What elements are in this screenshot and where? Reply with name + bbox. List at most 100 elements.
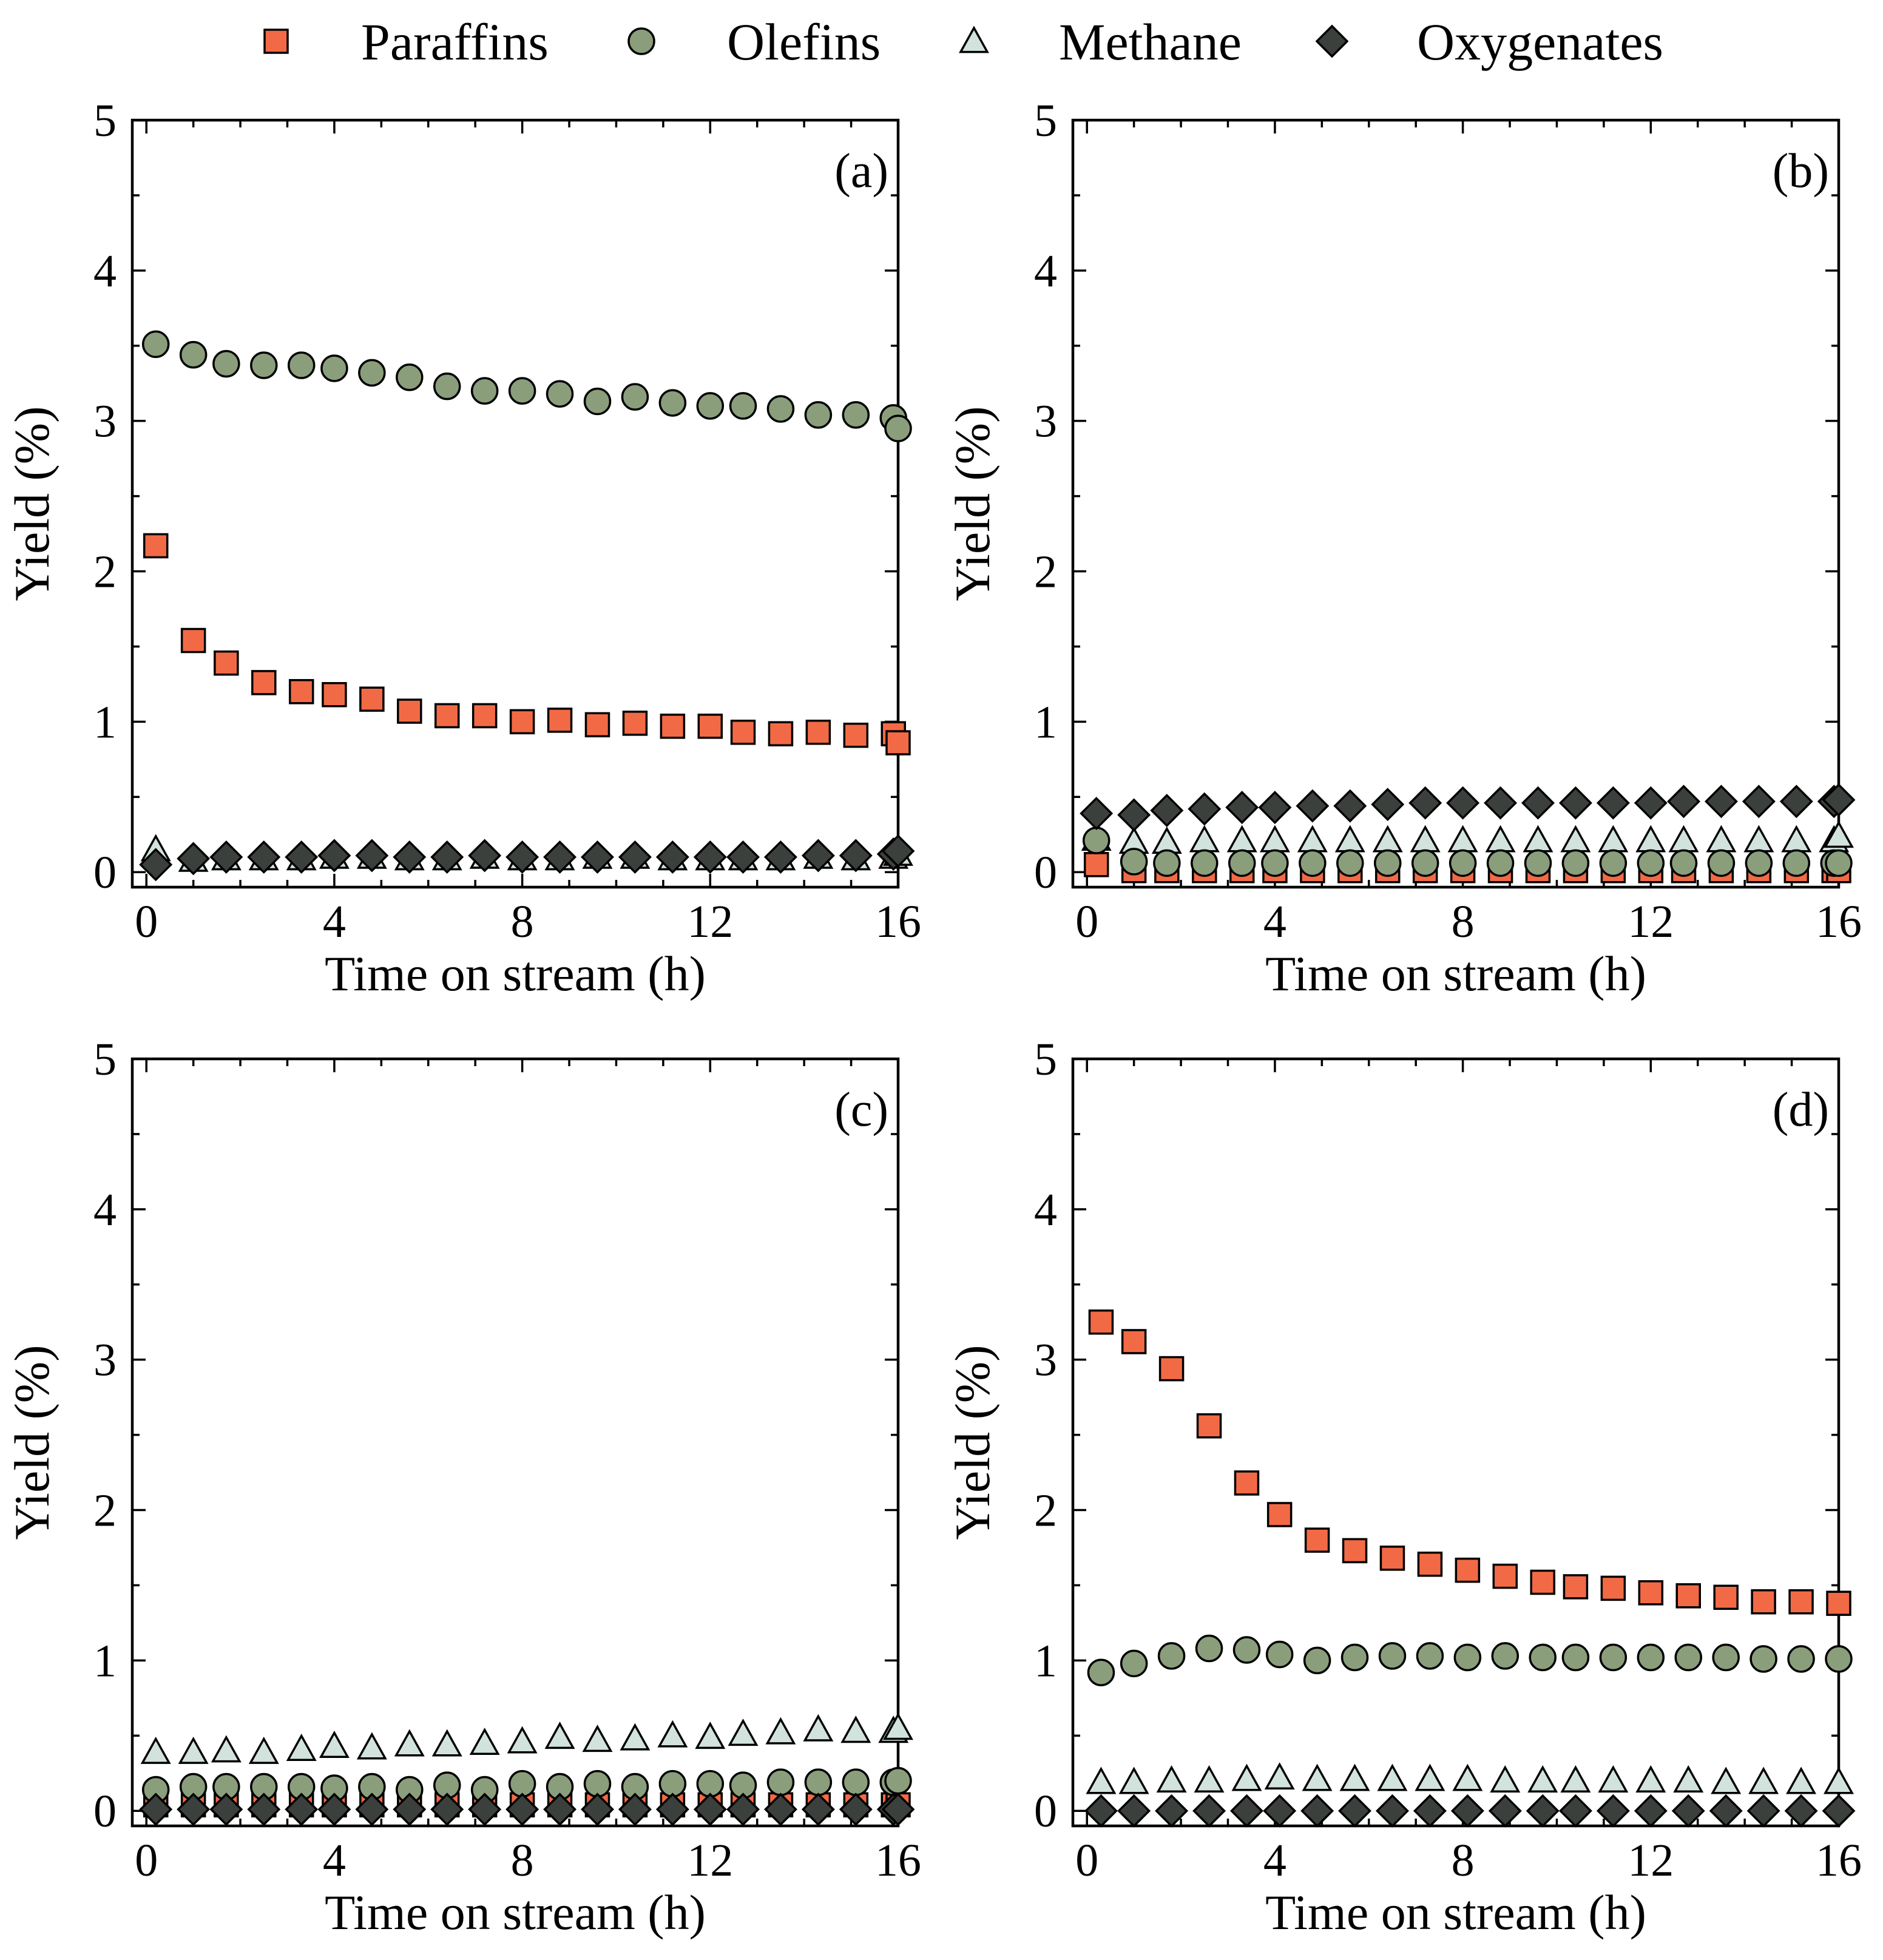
data-point-olefins xyxy=(1561,1643,1590,1672)
data-point-olefins xyxy=(1340,1643,1369,1672)
data-point-oxygenates xyxy=(1784,1794,1818,1828)
data-point-olefins xyxy=(1745,849,1773,877)
data-point-oxygenates xyxy=(430,1793,464,1827)
data-point-olefins xyxy=(396,363,424,391)
data-point-olefins xyxy=(1416,1642,1444,1670)
data-point-paraffins xyxy=(584,712,610,738)
plot-frame xyxy=(130,118,900,889)
data-point-oxygenates xyxy=(801,1793,835,1827)
series-olefins xyxy=(1087,1634,1853,1686)
data-point-olefins xyxy=(1707,849,1736,877)
y-axis-title: Yield (%) xyxy=(4,406,59,601)
data-point-olefins xyxy=(1637,849,1665,877)
data-point-oxygenates xyxy=(1263,1794,1297,1828)
data-point-olefins xyxy=(287,351,316,379)
legend-label-oxygenates: Oxygenates xyxy=(1417,13,1663,71)
data-point-paraffins xyxy=(1638,1580,1664,1606)
x-tick-label: 16 xyxy=(875,1835,921,1886)
data-point-paraffins xyxy=(1342,1538,1368,1564)
data-point-olefins xyxy=(1524,849,1552,877)
data-point-olefins xyxy=(1749,1645,1777,1673)
data-point-paraffins xyxy=(622,711,648,736)
data-point-olefins xyxy=(1712,1643,1740,1672)
y-tick-label: 4 xyxy=(1034,1184,1057,1235)
data-point-methane xyxy=(1086,1766,1117,1794)
data-point-oxygenates xyxy=(1300,1794,1334,1828)
data-point-methane xyxy=(620,1723,651,1751)
data-point-methane xyxy=(1339,1763,1370,1791)
data-point-paraffins xyxy=(660,714,686,739)
data-point-paraffins xyxy=(288,679,314,705)
data-point-paraffins xyxy=(843,722,869,748)
data-point-paraffins xyxy=(322,682,347,708)
data-point-methane xyxy=(1781,825,1812,853)
x-tick-label: 8 xyxy=(511,1835,534,1886)
data-point-methane xyxy=(1824,1766,1854,1794)
data-point-olefins xyxy=(729,392,757,420)
ticks xyxy=(1073,1058,1840,1826)
data-point-oxygenates xyxy=(1526,1794,1560,1828)
ticks xyxy=(132,119,899,887)
plot-frame xyxy=(1071,118,1841,889)
data-point-oxygenates xyxy=(763,1793,797,1827)
data-point-paraffins xyxy=(1083,852,1109,877)
data-point-olefins xyxy=(1491,1642,1520,1670)
data-point-methane xyxy=(1452,1763,1483,1791)
data-point-paraffins xyxy=(1530,1569,1555,1595)
data-point-methane xyxy=(1194,1765,1225,1793)
ticks xyxy=(1073,119,1840,887)
data-point-oxygenates xyxy=(655,1793,689,1827)
x-tick-label: 4 xyxy=(323,1835,346,1886)
data-point-oxygenates xyxy=(1558,1794,1592,1828)
legend-label-paraffins: Paraffins xyxy=(361,13,549,71)
data-point-methane xyxy=(1372,825,1403,853)
y-tick-label: 0 xyxy=(93,847,117,898)
data-point-methane xyxy=(1377,1763,1408,1791)
data-point-methane xyxy=(1711,1766,1742,1794)
data-point-oxygenates xyxy=(247,840,281,874)
data-point-paraffins xyxy=(1751,1589,1776,1615)
x-tick-label: 16 xyxy=(1816,896,1862,947)
data-point-paraffins xyxy=(730,719,756,745)
data-point-oxygenates xyxy=(505,840,539,874)
data-point-oxygenates xyxy=(1338,1794,1372,1828)
x-axis-title: Time on stream (h) xyxy=(1265,1885,1646,1940)
series-olefins xyxy=(141,330,912,442)
series-olefins xyxy=(141,1766,912,1804)
x-tick-label: 0 xyxy=(1075,896,1098,947)
data-point-oxygenates xyxy=(726,1793,760,1827)
x-tick-label: 16 xyxy=(875,896,921,947)
data-point-oxygenates xyxy=(1704,785,1738,819)
data-point-olefins xyxy=(470,377,499,405)
y-tick-label: 5 xyxy=(93,1034,117,1085)
data-point-olefins xyxy=(1265,1640,1294,1669)
data-point-paraffins xyxy=(1675,1583,1701,1609)
data-point-methane xyxy=(248,1736,279,1764)
y-tick-label: 2 xyxy=(93,547,117,598)
data-point-oxygenates xyxy=(1408,786,1442,820)
data-point-oxygenates xyxy=(763,840,797,874)
data-point-paraffins xyxy=(251,670,277,695)
data-point-methane xyxy=(140,1736,171,1764)
data-point-methane xyxy=(1226,825,1257,853)
series-methane xyxy=(1081,820,1854,854)
data-point-methane xyxy=(1560,825,1591,853)
x-tick-label: 8 xyxy=(511,896,534,947)
data-point-methane xyxy=(1523,825,1553,853)
data-point-olefins xyxy=(1120,1649,1148,1678)
data-point-oxygenates xyxy=(285,1793,319,1827)
data-point-oxygenates xyxy=(1117,798,1151,832)
x-tick-label: 0 xyxy=(135,896,158,947)
data-point-methane xyxy=(431,1729,462,1757)
data-point-methane xyxy=(1560,1765,1591,1793)
data-point-methane xyxy=(1598,825,1629,853)
data-point-oxygenates xyxy=(1258,791,1292,825)
data-point-olefins xyxy=(1153,849,1181,877)
data-point-methane xyxy=(1748,1766,1779,1794)
series-oxygenates xyxy=(139,1793,915,1827)
data-point-oxygenates xyxy=(1521,786,1555,820)
y-tick-label: 0 xyxy=(1034,1786,1057,1837)
data-point-paraffins xyxy=(1266,1502,1293,1527)
y-axis-title: Yield (%) xyxy=(945,406,1000,601)
panel-label: (d) xyxy=(1773,1083,1829,1137)
